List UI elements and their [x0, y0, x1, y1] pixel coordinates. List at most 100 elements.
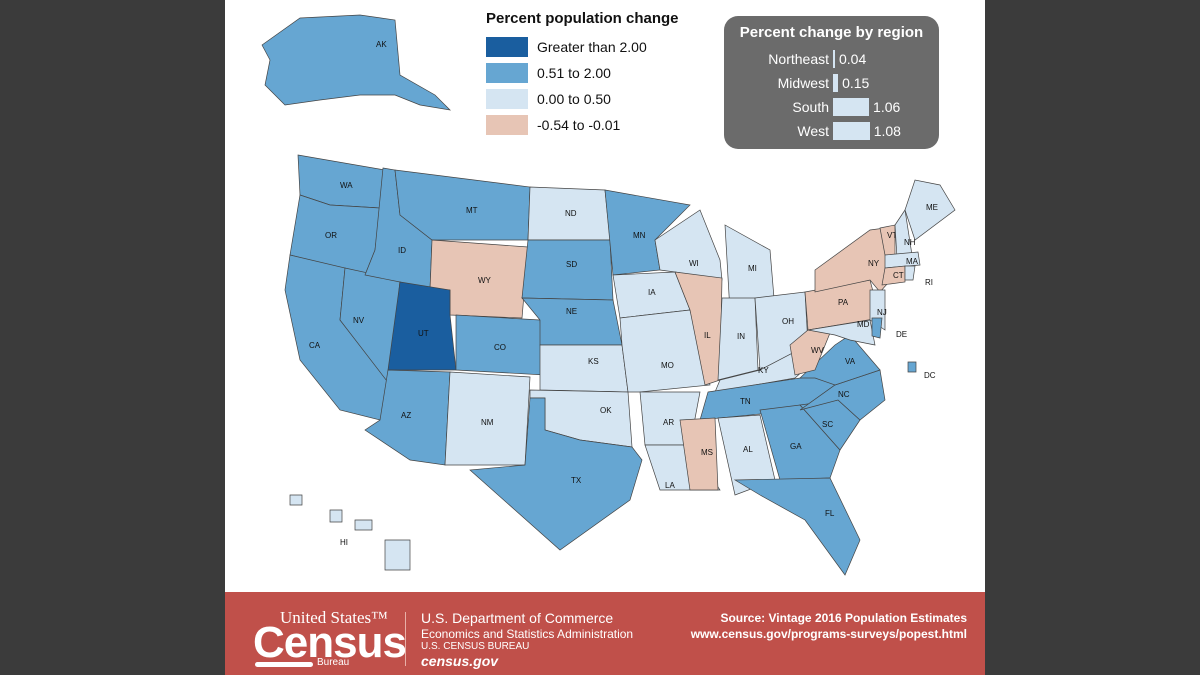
state-label: NE	[566, 307, 577, 316]
region-row: West 1.08	[724, 119, 939, 143]
state-hi	[289, 494, 303, 506]
region-bar	[833, 74, 839, 92]
state-wv	[789, 329, 831, 376]
state-sd	[521, 239, 614, 301]
state-label: HI	[340, 538, 348, 547]
state-label: MS	[701, 448, 713, 457]
state-label: AK	[376, 40, 387, 49]
region-value: 0.04	[839, 51, 867, 67]
state-label: TN	[740, 397, 751, 406]
state-in	[717, 297, 759, 381]
state-mt	[394, 169, 531, 241]
legend-item: 0.00 to 0.50	[486, 87, 679, 111]
state-label: ID	[398, 246, 406, 255]
state-label: TX	[571, 476, 582, 485]
admin-name: Economics and Statistics Administration	[421, 626, 634, 641]
logo-top: United States™	[280, 608, 388, 627]
state-de	[871, 317, 883, 339]
region-value: 0.15	[842, 75, 870, 91]
region-name: West	[797, 123, 829, 139]
state-label: GA	[790, 442, 802, 451]
state-label: OR	[325, 231, 337, 240]
state-ri	[904, 265, 916, 281]
state-label: FL	[825, 509, 835, 518]
region-bar	[833, 98, 870, 116]
state-label: ND	[565, 209, 577, 218]
state-label: KY	[758, 366, 769, 375]
state-label: AL	[743, 445, 753, 454]
region-row: Northeast 0.04	[724, 47, 939, 71]
legend-label: 0.00 to 0.50	[537, 91, 611, 107]
footer: United States™ Census Bureau U.S. Depart…	[225, 592, 985, 675]
source-text: Source: Vintage 2016 Population Estimate…	[720, 611, 967, 625]
state-hi-island	[354, 519, 373, 531]
state-label: DE	[896, 330, 907, 339]
legend-label: Greater than 2.00	[537, 39, 647, 55]
legend-swatch	[486, 37, 528, 57]
state-label: NJ	[877, 308, 887, 317]
state-label: NM	[481, 418, 494, 427]
state-label: WI	[689, 259, 699, 268]
legend-label: 0.51 to 2.00	[537, 65, 611, 81]
dept-name: U.S. Department of Commerce	[421, 610, 614, 626]
state-hi-island	[329, 509, 343, 523]
region-value: 1.06	[873, 99, 901, 115]
state-label: MN	[633, 231, 646, 240]
state-label: WV	[811, 346, 825, 355]
state-label: RI	[925, 278, 933, 287]
state-label: WA	[340, 181, 353, 190]
region-bar	[833, 50, 835, 68]
region-value: 1.08	[873, 123, 901, 139]
legend-item: 0.51 to 2.00	[486, 61, 679, 85]
state-label: OH	[782, 317, 794, 326]
legend-item: Greater than 2.00	[486, 35, 679, 59]
state-label: CA	[309, 341, 321, 350]
region-name: South	[792, 99, 829, 115]
region-name: Midwest	[777, 75, 829, 91]
census-logo: Census	[253, 618, 407, 667]
state-label: MD	[857, 320, 870, 329]
legend-title: Percent population change	[486, 10, 679, 27]
state-ut	[387, 281, 457, 371]
state-label: MI	[748, 264, 757, 273]
state-md	[807, 319, 876, 346]
state-label: IN	[737, 332, 745, 341]
state-label: NC	[838, 390, 850, 399]
state-label: MO	[661, 361, 674, 370]
region-row: South 1.06	[724, 95, 939, 119]
legend: Percent population change Greater than 2…	[486, 10, 679, 139]
site-link[interactable]: census.gov	[421, 653, 499, 670]
state-il	[674, 271, 723, 386]
bureau-name: U.S. CENSUS BUREAU	[421, 641, 530, 653]
region-change-box: Percent change by region Northeast 0.04 Mi…	[724, 16, 939, 149]
state-ms	[679, 417, 719, 491]
state-label: CO	[494, 343, 506, 352]
state-label: DC	[924, 371, 936, 380]
state-hi-island	[384, 539, 411, 571]
state-label: WY	[478, 276, 492, 285]
state-ma	[884, 251, 921, 269]
legend-swatch	[486, 89, 528, 109]
state-label: MT	[466, 206, 478, 215]
state-ks	[539, 344, 629, 393]
state-label: OK	[600, 406, 612, 415]
logo-bottom: Bureau	[317, 657, 350, 668]
state-label: AZ	[401, 411, 411, 420]
state-label: PA	[838, 298, 849, 307]
state-ct	[881, 265, 906, 286]
state-label: NY	[868, 259, 880, 268]
source-url[interactable]: www.census.gov/programs-surveys/popest.h…	[690, 627, 967, 642]
state-label: SD	[566, 260, 577, 269]
state-label: SC	[822, 420, 833, 429]
legend-swatch	[486, 63, 528, 83]
state-label: AR	[663, 418, 674, 427]
state-label: MA	[906, 257, 919, 266]
state-label: LA	[665, 481, 675, 490]
state-label: KS	[588, 357, 599, 366]
state-label: UT	[418, 329, 429, 338]
state-label: CT	[893, 271, 904, 280]
state-label: NV	[353, 316, 365, 325]
legend-label: -0.54 to -0.01	[537, 117, 621, 133]
state-va	[799, 334, 881, 386]
state-label: VA	[845, 357, 856, 366]
